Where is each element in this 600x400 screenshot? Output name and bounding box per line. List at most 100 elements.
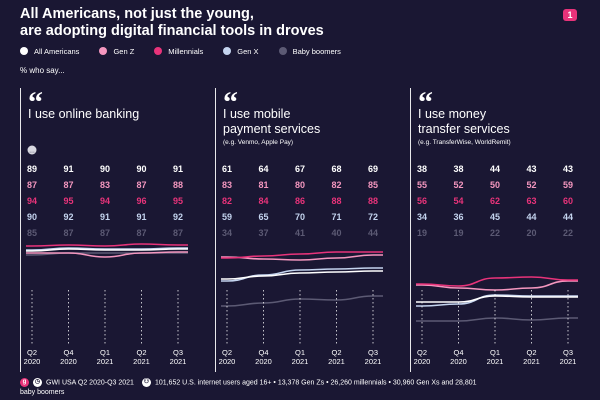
- x-tick-label: 2021: [487, 357, 504, 366]
- legend-swatch: [154, 47, 163, 55]
- data-label-gen-x: 44: [563, 212, 573, 222]
- data-label-gen-z: 80: [295, 180, 305, 190]
- legend: All Americans Gen Z Millennials Gen X Baby b…: [20, 44, 361, 58]
- legend-item-baby-boomers: Baby boomers: [278, 46, 341, 56]
- x-tick-label: Q4: [258, 348, 268, 357]
- chart-title-line: transfer services: [418, 122, 510, 136]
- data-label-millennials: 62: [490, 196, 500, 206]
- quote-mark: “: [223, 86, 238, 119]
- data-label-baby-boomers: 85: [27, 228, 37, 238]
- data-label-millennials: 56: [417, 196, 427, 206]
- legend-item-millennials: Millennials: [154, 47, 203, 56]
- data-label-millennials: 88: [368, 196, 378, 206]
- x-tick-label: Q4: [63, 348, 73, 357]
- data-label-gen-x: 65: [258, 212, 268, 222]
- series-line-gen-z: [26, 251, 188, 258]
- data-label-baby-boomers: 19: [417, 228, 427, 238]
- legend-label: Gen X: [237, 46, 259, 56]
- data-label-gen-z: 87: [27, 180, 37, 190]
- data-label-baby-boomers: 22: [563, 228, 573, 238]
- data-label-all-americans: 44: [490, 164, 500, 174]
- page-number-badge: 1: [563, 9, 577, 21]
- x-tick-label: 2021: [328, 357, 345, 366]
- chart-title-line: I use mobile: [223, 107, 290, 121]
- data-label-baby-boomers: 87: [63, 228, 73, 238]
- data-label-millennials: 82: [222, 196, 232, 206]
- chart-title-line: payment services: [223, 122, 320, 136]
- quote-mark: “: [28, 86, 43, 119]
- data-label-all-americans: 64: [258, 164, 268, 174]
- data-label-gen-z: 52: [526, 180, 536, 190]
- x-tick-label: Q1: [100, 348, 110, 357]
- data-label-all-americans: 43: [563, 164, 573, 174]
- x-tick-label: 2021: [170, 357, 187, 366]
- data-label-millennials: 63: [526, 196, 536, 206]
- data-label-gen-x: 90: [27, 212, 37, 222]
- data-label-millennials: 54: [453, 196, 463, 206]
- data-label-baby-boomers: 20: [526, 228, 536, 238]
- legend-item-all-americans: All Americans: [20, 47, 79, 56]
- data-label-all-americans: 43: [526, 164, 536, 174]
- gwi-logo-icon: g: [20, 378, 29, 387]
- data-label-gen-x: 92: [173, 212, 183, 222]
- series-line-baby-boomers: [221, 295, 383, 307]
- x-tick-label: Q2: [331, 348, 341, 357]
- data-label-baby-boomers: 87: [100, 228, 110, 238]
- data-label-baby-boomers: 22: [490, 228, 500, 238]
- x-tick-label: Q3: [368, 348, 378, 357]
- chart-panel-1: “I use online banking … 89 91 90 90 91 87 87 83 87…: [20, 86, 188, 372]
- data-label-gen-x: 44: [526, 212, 536, 222]
- data-label-baby-boomers: 87: [136, 228, 146, 238]
- data-label-gen-x: 59: [222, 212, 232, 222]
- footer-sample-line-2: baby boomers: [20, 389, 65, 397]
- data-label-gen-x: 45: [490, 212, 500, 222]
- x-tick-label: Q3: [173, 348, 183, 357]
- data-label-gen-z: 52: [453, 180, 463, 190]
- legend-swatch: [99, 47, 108, 55]
- chart-note: (e.g. TransferWise, WorldRemit): [418, 139, 511, 146]
- series-line-all-americans: [26, 248, 188, 252]
- data-label-baby-boomers: 41: [295, 228, 305, 238]
- x-tick-label: 2020: [219, 357, 236, 366]
- series-line-baby-boomers: [416, 317, 578, 322]
- page-title: All Americans, not just the young, are a…: [20, 6, 540, 40]
- x-tick-label: Q2: [417, 348, 427, 357]
- data-label-gen-z: 88: [173, 180, 183, 190]
- x-tick-label: Q1: [295, 348, 305, 357]
- data-label-millennials: 95: [173, 196, 183, 206]
- data-label-gen-x: 70: [295, 212, 305, 222]
- x-tick-label: 2021: [133, 357, 150, 366]
- legend-swatch: [223, 47, 232, 55]
- data-label-all-americans: 61: [222, 164, 232, 174]
- data-label-gen-x: 71: [331, 212, 341, 222]
- data-label-gen-x: 91: [136, 212, 146, 222]
- x-tick-label: Q2: [526, 348, 536, 357]
- chart-subtitle: % who say...: [20, 66, 65, 75]
- legend-item-gen-x: Gen X: [223, 46, 259, 56]
- data-label-gen-x: 34: [417, 212, 427, 222]
- data-label-all-americans: 38: [453, 164, 463, 174]
- data-label-gen-z: 82: [331, 180, 341, 190]
- x-tick-label: Q2: [222, 348, 232, 357]
- x-tick-label: Q1: [490, 348, 500, 357]
- x-tick-label: Q4: [453, 348, 463, 357]
- data-label-gen-z: 83: [100, 180, 110, 190]
- x-tick-label: 2021: [365, 357, 382, 366]
- legend-label: Baby boomers: [292, 46, 341, 56]
- footer-sample-line-1: 101,652 U.S. internet users aged 16+ • 1…: [154, 379, 477, 387]
- page-title-line-2: are adopting digital financial tools in …: [20, 23, 324, 39]
- series-line-gen-x: [26, 247, 188, 251]
- data-label-all-americans: 69: [368, 164, 378, 174]
- quote-mark: “: [418, 86, 433, 119]
- chat-icon-glyph: …: [29, 149, 35, 155]
- series-line-gen-z: [221, 254, 383, 261]
- chart-title-line: I use online banking: [28, 107, 139, 121]
- x-tick-label: 2021: [292, 357, 309, 366]
- x-tick-label: 2021: [560, 357, 577, 366]
- data-label-gen-x: 91: [100, 212, 110, 222]
- data-label-baby-boomers: 44: [368, 228, 378, 238]
- data-label-gen-z: 55: [417, 180, 427, 190]
- series-line-millennials: [416, 276, 578, 287]
- legend-label: Gen Z: [113, 46, 135, 56]
